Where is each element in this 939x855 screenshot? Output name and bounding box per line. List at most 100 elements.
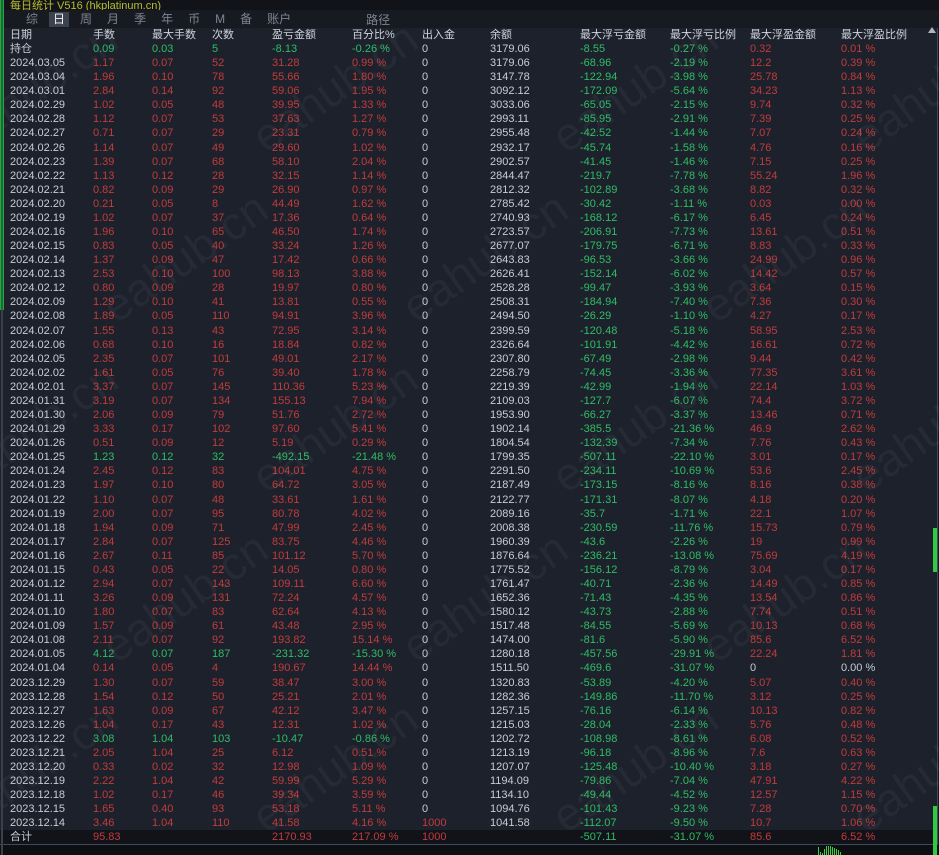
column-header-0[interactable]: 日期 <box>10 29 32 41</box>
table-row[interactable]: 2023.12.26 1.04 0.17 43 12.31 1.02 % 0 1215.03 -… <box>0 718 937 732</box>
menu-item-path[interactable]: 路径 <box>366 12 391 27</box>
table-row[interactable]: 2024.02.22 1.13 0.12 28 32.15 1.14 % 0 2844.47 -… <box>0 169 937 183</box>
cell: 72.24 <box>272 592 300 605</box>
table-row[interactable]: 2024.02.06 0.68 0.10 16 18.84 0.82 % 0 2326.64 -… <box>0 338 937 352</box>
daily-stats-table: 日期 手数 最大手数 次数 盈亏金额 百分比% 出入金 余额 最大浮亏金额 最大浮亏比例 最大浮盈金… <box>0 28 938 846</box>
table-row[interactable]: 2024.02.09 1.29 0.10 41 13.81 0.55 % 0 2508.31 -… <box>0 295 937 309</box>
cell: 12.2 <box>750 57 772 70</box>
column-header-9[interactable]: 最大浮亏比例 <box>670 29 736 41</box>
table-row[interactable]: 2024.02.07 1.55 0.13 43 72.95 3.14 % 0 2399.59 -… <box>0 324 937 338</box>
column-header-5[interactable]: 百分比% <box>352 29 395 41</box>
table-row[interactable]: 2023.12.28 1.54 0.12 50 25.21 2.01 % 0 1282.36 -… <box>0 690 937 704</box>
table-row[interactable]: 2024.02.13 2.53 0.10 100 98.13 3.88 % 0 2626.41… <box>0 267 937 281</box>
table-row[interactable]: 2023.12.21 2.05 1.04 25 6.12 0.51 % 0 1213.19 -9… <box>0 746 937 760</box>
table-row[interactable]: 2024.03.04 1.96 0.10 78 55.66 1.80 % 0 3147.78 -… <box>0 70 937 84</box>
table-row[interactable]: 2024.02.15 0.83 0.05 40 33.24 1.26 % 0 2677.07 -… <box>0 239 937 253</box>
table-row[interactable]: 2024.02.01 3.37 0.07 145 110.36 5.23 % 0 2219.3… <box>0 380 937 394</box>
table-row[interactable]: 2024.02.08 1.89 0.05 110 94.91 3.96 % 0 2494.50… <box>0 309 937 323</box>
cell: 3.01 <box>750 451 772 464</box>
table-row[interactable]: 2023.12.19 2.22 1.04 42 59.99 5.29 % 0 1194.09 -… <box>0 774 937 788</box>
column-header-1[interactable]: 手数 <box>93 29 115 41</box>
menu-item-9[interactable]: 账户 <box>267 11 292 26</box>
column-header-2[interactable]: 最大手数 <box>152 29 196 41</box>
table-row[interactable]: 2023.12.15 1.65 0.40 93 53.18 5.11 % 0 1094.76 -… <box>0 802 937 816</box>
cell: -234.11 <box>580 465 617 478</box>
table-row[interactable]: 2023.12.29 1.30 0.07 59 38.47 3.00 % 0 1320.83 -… <box>0 676 937 690</box>
cell: 2024.02.27 <box>10 127 66 140</box>
scroll-up-arrow-icon[interactable] <box>928 27 936 33</box>
cell: 3.12 <box>750 690 772 703</box>
menu-item-1[interactable]: 日 <box>49 11 70 27</box>
menu-item-5[interactable]: 年 <box>161 11 174 26</box>
cell: 2023.12.14 <box>10 817 66 830</box>
table-row[interactable]: 2024.02.21 0.82 0.09 29 26.90 0.97 % 0 2812.32 -… <box>0 183 937 197</box>
column-header-11[interactable]: 最大浮盈比例 <box>841 29 907 41</box>
cell: 1320.83 <box>490 676 530 689</box>
table-row[interactable]: 2024.01.23 1.97 0.10 80 64.72 3.05 % 0 2187.49 -… <box>0 478 937 492</box>
scrollbar-thumb[interactable] <box>933 528 937 572</box>
table-row[interactable]: 2023.12.22 3.08 1.04 103 -10.47 -0.86 % 0 1202.… <box>0 732 937 746</box>
table-row[interactable]: 2024.02.02 1.61 0.05 76 39.40 1.78 % 0 2258.79 -… <box>0 366 937 380</box>
table-row[interactable]: 2023.12.18 1.02 0.17 46 39.34 3.59 % 0 1134.10 -… <box>0 788 937 802</box>
table-row[interactable]: 2024.01.04 0.14 0.05 4 190.67 14.44 % 0 1511.50… <box>0 661 937 675</box>
table-row[interactable]: 2024.01.17 2.84 0.07 125 83.75 4.46 % 0 1960.39… <box>0 535 937 549</box>
table-row[interactable]: 2024.02.20 0.21 0.05 8 44.49 1.62 % 0 2785.42 -3… <box>0 197 937 211</box>
table-row[interactable]: 2024.02.27 0.71 0.07 29 23.31 0.79 % 0 2955.48 -… <box>0 126 937 140</box>
table-row[interactable]: 2023.12.20 0.33 0.02 32 12.98 1.09 % 0 1207.07 -… <box>0 760 937 774</box>
cell: -3.98 % <box>670 71 708 84</box>
table-row[interactable]: 2024.01.18 1.94 0.09 71 47.99 2.45 % 0 2008.38 -… <box>0 521 937 535</box>
table-row[interactable]: 2024.02.23 1.39 0.07 68 58.10 2.04 % 0 2902.57 -… <box>0 155 937 169</box>
table-row[interactable]: 2024.01.16 2.67 0.11 85 101.12 5.70 % 0 1876.64… <box>0 549 937 563</box>
table-row[interactable]: 2024.01.09 1.57 0.09 61 43.48 2.95 % 0 1517.48 -… <box>0 619 937 633</box>
table-row[interactable]: 2024.01.12 2.94 0.07 143 109.11 6.60 % 0 1761.4… <box>0 577 937 591</box>
cell: 0.09 <box>152 437 174 450</box>
menu-item-0[interactable]: 综 <box>26 11 39 26</box>
menu-item-4[interactable]: 季 <box>134 11 147 26</box>
column-header-7[interactable]: 余额 <box>490 29 512 41</box>
table-row[interactable]: 2024.01.05 4.12 0.07 187 -231.32 -15.30 % 0 128… <box>0 647 937 661</box>
table-row[interactable]: 2024.01.24 2.45 0.12 83 104.01 4.75 % 0 2291.50… <box>0 464 937 478</box>
column-header-10[interactable]: 最大浮盈金额 <box>750 29 816 41</box>
table-row[interactable]: 2024.02.16 1.96 0.10 65 46.50 1.74 % 0 2723.57 -… <box>0 225 937 239</box>
menu-item-8[interactable]: 备 <box>240 11 253 26</box>
cell: 2024.03.04 <box>10 71 66 84</box>
table-row[interactable]: 2024.01.29 3.33 0.17 102 97.60 5.41 % 0 1902.14… <box>0 422 937 436</box>
cell: 2.94 <box>93 577 115 590</box>
table-row[interactable]: 2024.02.05 2.35 0.07 101 49.01 2.17 % 0 2307.80… <box>0 352 937 366</box>
table-row[interactable]: 2024.01.26 0.51 0.09 12 5.19 0.29 % 0 1804.54 -1… <box>0 436 937 450</box>
table-row[interactable]: 2023.12.14 3.46 1.04 110 41.58 4.16 % 1000 1041… <box>0 816 937 830</box>
table-row[interactable]: 2024.02.14 1.37 0.09 47 17.42 0.66 % 0 2643.83 -… <box>0 253 937 267</box>
table-row[interactable]: 2024.01.08 2.11 0.07 92 193.82 15.14 % 0 1474.0… <box>0 633 937 647</box>
table-row[interactable]: 2024.01.31 3.19 0.07 134 155.13 7.94 % 0 2109.0… <box>0 394 937 408</box>
table-row[interactable]: 2024.02.29 1.02 0.05 48 39.95 1.33 % 0 3033.06 -… <box>0 98 937 112</box>
table-row[interactable]: 2024.02.12 0.80 0.09 28 19.97 0.80 % 0 2528.28 -… <box>0 281 937 295</box>
table-row[interactable]: 2023.12.27 1.63 0.09 67 42.12 3.47 % 0 1257.15 -… <box>0 704 937 718</box>
menu-item-2[interactable]: 周 <box>80 11 93 26</box>
menu-item-6[interactable]: 币 <box>188 11 201 26</box>
table-row[interactable]: 2024.01.11 3.26 0.09 131 72.24 4.57 % 0 1652.36… <box>0 591 937 605</box>
scrollbar-thumb[interactable] <box>933 806 937 855</box>
table-row[interactable]: 2024.01.30 2.06 0.09 79 51.76 2.72 % 0 1953.90 -… <box>0 408 937 422</box>
cell: 2023.12.29 <box>10 676 66 689</box>
table-row[interactable]: 2024.02.26 1.14 0.07 49 29.60 1.02 % 0 2932.17 -… <box>0 141 937 155</box>
table-row[interactable]: 2024.01.25 1.23 0.12 32 -492.15 -21.48 % 0 1799… <box>0 450 937 464</box>
table-row[interactable]: 2024.01.19 2.00 0.07 95 80.78 4.02 % 0 2089.16 -… <box>0 507 937 521</box>
menu-item-3[interactable]: 月 <box>107 11 120 26</box>
column-header-3[interactable]: 次数 <box>212 29 234 41</box>
table-row[interactable]: 持仓 0.09 0.03 5 -8.13 -0.26 % 0 3179.06 -8.55 -0.2… <box>0 42 937 56</box>
table-row[interactable]: 2024.03.01 2.84 0.14 92 59.06 1.95 % 0 3092.12 -… <box>0 84 937 98</box>
column-header-4[interactable]: 盈亏金额 <box>272 29 316 41</box>
total-row[interactable]: 合计 95.83 2170.93 217.09 % 1000 -507.11 -31.07 … <box>0 830 937 845</box>
table-row[interactable]: 2024.01.10 1.80 0.07 83 62.64 4.13 % 0 1580.12 -… <box>0 605 937 619</box>
menu-item-7[interactable]: M <box>215 11 226 26</box>
table-row[interactable]: 2024.01.15 0.43 0.05 22 14.05 0.80 % 0 1775.52 -… <box>0 563 937 577</box>
table-row[interactable]: 2024.02.19 1.02 0.07 37 17.36 0.64 % 0 2740.93 -… <box>0 211 937 225</box>
column-header-8[interactable]: 最大浮亏金额 <box>580 29 646 41</box>
column-header-6[interactable]: 出入金 <box>422 29 455 41</box>
table-row[interactable]: 2024.03.05 1.17 0.07 52 31.28 0.99 % 0 3179.06 -… <box>0 56 937 70</box>
cell: 0 <box>422 71 429 84</box>
table-row[interactable]: 2024.02.28 1.12 0.07 53 37.63 1.27 % 0 2993.11 -… <box>0 112 937 126</box>
table-row[interactable]: 2024.01.22 1.10 0.07 48 33.61 1.61 % 0 2122.77 -… <box>0 493 937 507</box>
cell: 2024.02.22 <box>10 169 66 182</box>
cell: 5.76 <box>750 718 772 731</box>
